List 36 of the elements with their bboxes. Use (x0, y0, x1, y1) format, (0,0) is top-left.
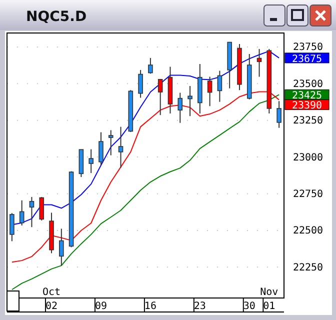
candlestick (19, 200, 24, 226)
annotation: Oct (42, 287, 61, 298)
x-tick-label: 01 (263, 301, 276, 312)
x-tick-label: 09 (94, 301, 108, 312)
candlestick (39, 196, 44, 221)
candlestick (59, 228, 64, 266)
y-tick-label: 23750 (292, 42, 324, 54)
chart-title: NQC5.D (26, 9, 87, 25)
candlestick (256, 48, 262, 78)
x-tick-label: 16 (144, 301, 156, 312)
text: 23390 (292, 100, 322, 112)
x-tick-label: 30 (243, 301, 256, 312)
y-tick-label: 22500 (292, 226, 324, 237)
y-tick-label: 22250 (292, 262, 324, 274)
candlestick (188, 86, 192, 117)
candlestick (108, 130, 114, 156)
candlestick (88, 148, 94, 174)
candlestick (207, 76, 212, 107)
text: 23425 (292, 90, 322, 102)
candlestick (98, 132, 104, 166)
x-tick-label: 02 (45, 301, 58, 312)
candlestick (276, 100, 282, 128)
y-tick-label: 23000 (292, 152, 324, 164)
candlestick (118, 126, 124, 168)
candlestick (10, 212, 14, 242)
x-tick-label: 23 (194, 301, 206, 312)
candlestick (29, 196, 34, 228)
annotation: Nov (260, 287, 278, 298)
y-tick-label: 23500 (292, 78, 324, 90)
candlestick (138, 69, 143, 98)
candlestick (178, 92, 183, 124)
text: 23675 (292, 54, 322, 65)
y-tick-label: 22750 (292, 188, 324, 200)
candlestick (148, 57, 153, 74)
y-tick-label: 23250 (292, 116, 324, 127)
candlestick (217, 70, 222, 102)
